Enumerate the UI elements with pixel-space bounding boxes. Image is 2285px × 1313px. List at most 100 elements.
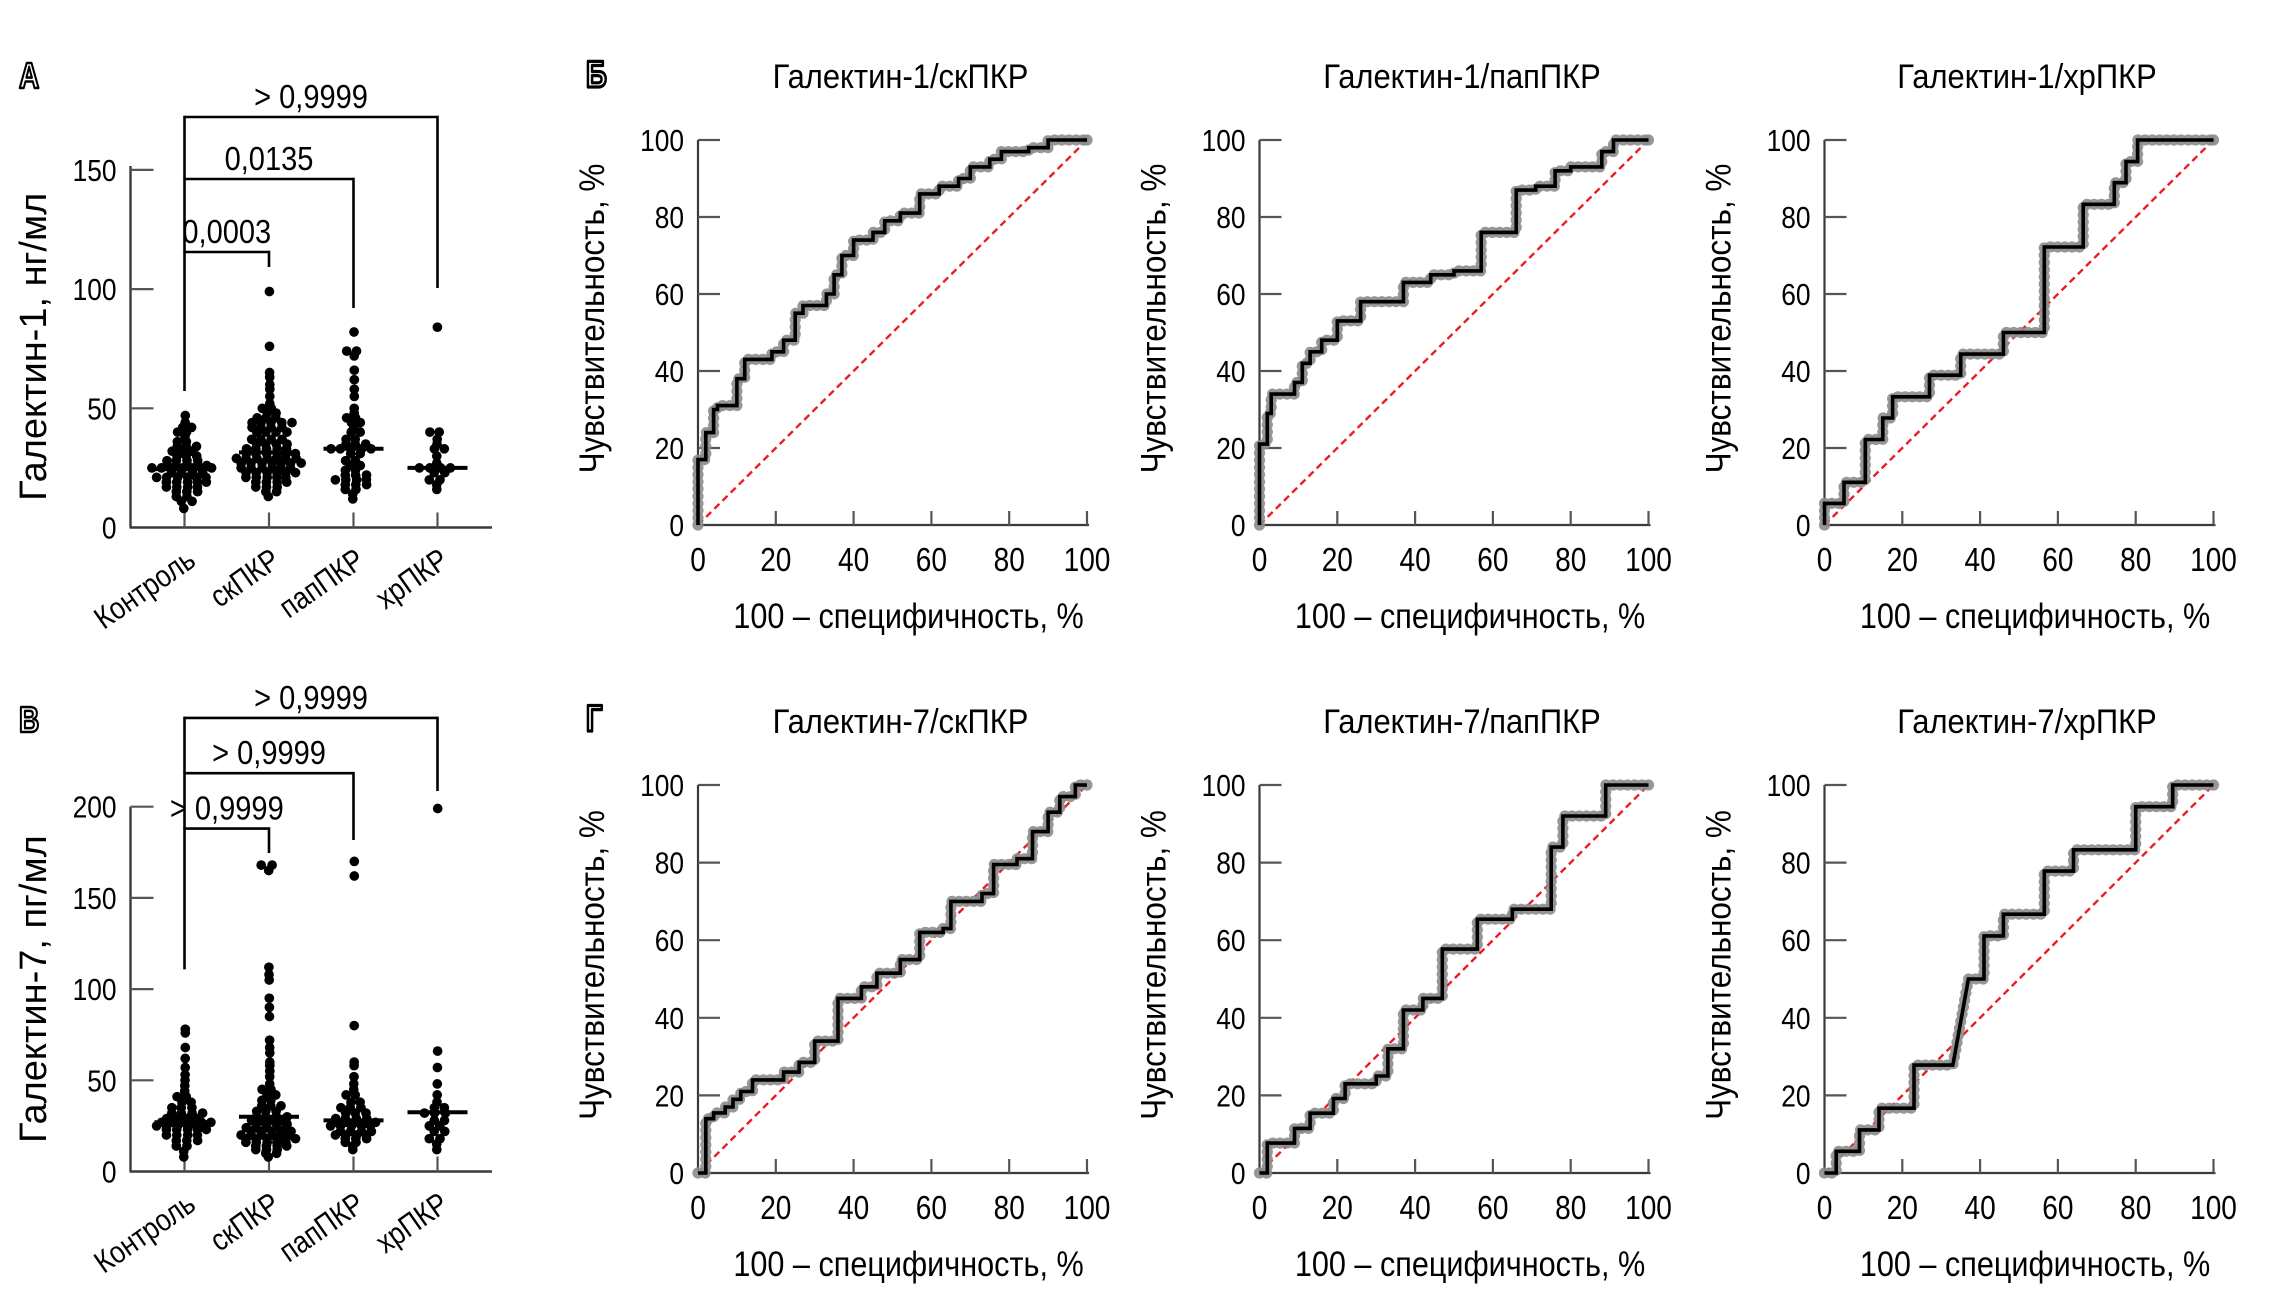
svg-text:100: 100 xyxy=(640,769,684,803)
svg-text:> 0,9999: > 0,9999 xyxy=(254,78,368,115)
svg-text:0,0135: 0,0135 xyxy=(225,140,314,177)
svg-text:0: 0 xyxy=(1796,509,1811,543)
svg-text:20: 20 xyxy=(655,432,684,466)
svg-text:80: 80 xyxy=(1781,201,1810,235)
svg-text:100: 100 xyxy=(640,124,684,158)
svg-text:40: 40 xyxy=(1400,542,1431,579)
svg-text:80: 80 xyxy=(1555,542,1586,579)
svg-text:80: 80 xyxy=(655,847,684,881)
svg-text:50: 50 xyxy=(87,392,116,426)
svg-text:Чувствительность, %: Чувствительность, % xyxy=(1700,164,1739,474)
svg-text:0: 0 xyxy=(102,1156,117,1190)
svg-text:60: 60 xyxy=(2042,542,2073,579)
svg-text:Чувствительность, %: Чувствительность, % xyxy=(1700,810,1739,1120)
svg-text:60: 60 xyxy=(1781,924,1810,958)
svg-text:40: 40 xyxy=(1781,355,1810,389)
svg-text:100 – специфичность, %: 100 – специфичность, % xyxy=(733,1244,1083,1283)
svg-text:80: 80 xyxy=(1216,201,1245,235)
svg-text:20: 20 xyxy=(1887,1190,1918,1227)
svg-text:0: 0 xyxy=(690,1190,706,1227)
svg-text:20: 20 xyxy=(1781,1079,1810,1113)
svg-text:20: 20 xyxy=(1887,542,1918,579)
svg-text:200: 200 xyxy=(73,791,117,825)
svg-text:40: 40 xyxy=(1400,1190,1431,1227)
svg-text:60: 60 xyxy=(655,924,684,958)
svg-text:20: 20 xyxy=(760,1190,791,1227)
svg-text:100 – специфичность, %: 100 – специфичность, % xyxy=(1860,596,2210,635)
svg-text:А: А xyxy=(19,56,39,96)
svg-text:40: 40 xyxy=(838,542,869,579)
svg-text:Галектин-7/хрПКР: Галектин-7/хрПКР xyxy=(1897,703,2157,741)
svg-text:80: 80 xyxy=(994,542,1025,579)
svg-text:Галектин-1/папПКР: Галектин-1/папПКР xyxy=(1323,58,1601,96)
svg-text:0: 0 xyxy=(1796,1157,1811,1191)
svg-text:80: 80 xyxy=(655,201,684,235)
svg-text:80: 80 xyxy=(2120,1190,2151,1227)
svg-text:0: 0 xyxy=(1231,1157,1246,1191)
svg-text:100: 100 xyxy=(1625,542,1672,579)
svg-text:Чувствительность, %: Чувствительность, % xyxy=(574,810,613,1120)
svg-text:60: 60 xyxy=(655,278,684,312)
svg-text:50: 50 xyxy=(87,1064,116,1098)
svg-text:60: 60 xyxy=(2042,1190,2073,1227)
svg-text:100 – специфичность, %: 100 – специфичность, % xyxy=(1860,1244,2210,1283)
svg-text:Чувствительность, %: Чувствительность, % xyxy=(1135,164,1174,474)
svg-text:100: 100 xyxy=(1202,124,1246,158)
svg-text:Галектин-7/папПКР: Галектин-7/папПКР xyxy=(1323,703,1601,741)
svg-text:80: 80 xyxy=(1555,1190,1586,1227)
svg-text:> 0,9999: > 0,9999 xyxy=(212,734,326,771)
svg-text:100: 100 xyxy=(1064,1190,1111,1227)
svg-text:Галектин-1/хрПКР: Галектин-1/хрПКР xyxy=(1897,58,2157,96)
svg-text:80: 80 xyxy=(994,1190,1025,1227)
svg-text:100: 100 xyxy=(1202,769,1246,803)
svg-text:0: 0 xyxy=(1817,1190,1833,1227)
svg-text:0: 0 xyxy=(1252,542,1268,579)
svg-text:40: 40 xyxy=(838,1190,869,1227)
svg-text:100: 100 xyxy=(2190,1190,2237,1227)
svg-text:150: 150 xyxy=(73,882,117,916)
svg-text:Б: Б xyxy=(586,55,607,96)
svg-text:100: 100 xyxy=(73,273,117,307)
svg-text:40: 40 xyxy=(655,1002,684,1036)
svg-text:> 0,9999: > 0,9999 xyxy=(254,679,368,716)
svg-text:Чувствительность, %: Чувствительность, % xyxy=(574,164,613,474)
svg-text:20: 20 xyxy=(1322,1190,1353,1227)
svg-text:0: 0 xyxy=(690,542,706,579)
svg-text:100: 100 xyxy=(1767,769,1811,803)
svg-text:40: 40 xyxy=(1965,542,1996,579)
svg-text:100: 100 xyxy=(1767,124,1811,158)
svg-text:20: 20 xyxy=(1216,432,1245,466)
svg-text:100: 100 xyxy=(2190,542,2237,579)
svg-text:Г: Г xyxy=(586,699,603,740)
svg-text:20: 20 xyxy=(760,542,791,579)
svg-text:100: 100 xyxy=(1625,1190,1672,1227)
svg-text:80: 80 xyxy=(1781,847,1810,881)
svg-text:> 0,9999: > 0,9999 xyxy=(170,790,284,827)
svg-text:0: 0 xyxy=(1817,542,1833,579)
svg-text:100: 100 xyxy=(73,973,117,1007)
svg-text:0: 0 xyxy=(1252,1190,1268,1227)
svg-text:0: 0 xyxy=(102,512,117,546)
svg-text:60: 60 xyxy=(1216,278,1245,312)
svg-text:0,0003: 0,0003 xyxy=(182,213,271,250)
svg-text:Чувствительность, %: Чувствительность, % xyxy=(1135,810,1174,1120)
svg-text:20: 20 xyxy=(1216,1079,1245,1113)
svg-text:0: 0 xyxy=(669,1157,684,1191)
svg-text:80: 80 xyxy=(1216,847,1245,881)
svg-text:40: 40 xyxy=(1781,1002,1810,1036)
svg-text:60: 60 xyxy=(1781,278,1810,312)
svg-text:0: 0 xyxy=(669,509,684,543)
svg-text:100 – специфичность, %: 100 – специфичность, % xyxy=(1295,1244,1645,1283)
svg-text:60: 60 xyxy=(1477,1190,1508,1227)
svg-text:Галектин-1, нг/мл: Галектин-1, нг/мл xyxy=(13,193,55,501)
svg-text:20: 20 xyxy=(1781,432,1810,466)
svg-text:Галектин-7, пг/мл: Галектин-7, пг/мл xyxy=(13,835,55,1143)
svg-text:100 – специфичность, %: 100 – специфичность, % xyxy=(733,596,1083,635)
svg-text:40: 40 xyxy=(1965,1190,1996,1227)
svg-text:60: 60 xyxy=(916,1190,947,1227)
svg-text:В: В xyxy=(19,700,39,740)
svg-text:100 – специфичность, %: 100 – специфичность, % xyxy=(1295,596,1645,635)
svg-text:100: 100 xyxy=(1064,542,1111,579)
svg-text:Галектин-7/скПКР: Галектин-7/скПКР xyxy=(773,703,1029,741)
svg-text:0: 0 xyxy=(1231,509,1246,543)
